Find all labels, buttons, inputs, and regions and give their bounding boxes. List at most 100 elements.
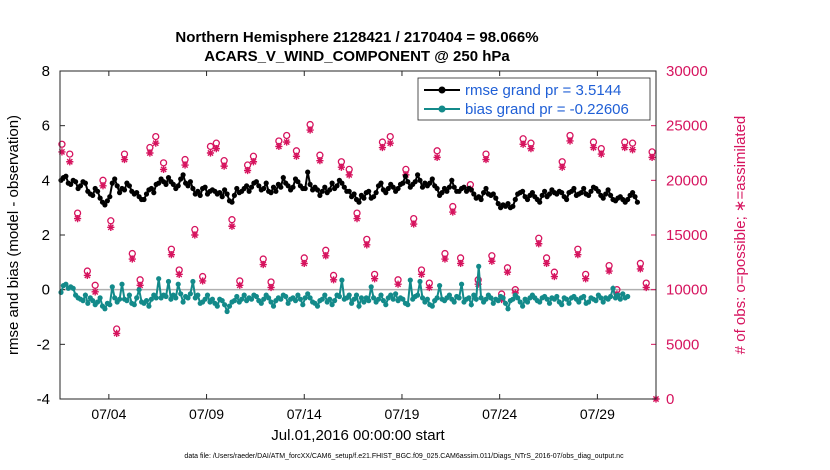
rmse-series-point [405, 179, 411, 185]
rmse-series-point [402, 173, 408, 179]
y-right-tick-label: 30000 [666, 63, 708, 80]
obs-assimilated-point [146, 149, 154, 157]
bias-series-point [175, 281, 181, 287]
rmse-series-point [151, 190, 157, 196]
rmse-series-point [302, 185, 308, 192]
bias-series-point [437, 283, 443, 289]
rmse-series-point [109, 180, 115, 186]
obs-assimilated-point [220, 162, 228, 170]
rmse-series-point [170, 181, 176, 187]
rmse-series-point [605, 187, 611, 193]
rmse-series-point [329, 180, 335, 186]
bias-series-point [124, 298, 130, 304]
rmse-series-point [202, 184, 208, 190]
rmse-series-point [490, 191, 496, 197]
obs-assimilated-point [167, 251, 175, 259]
obs-assimilated-point [503, 268, 512, 276]
bias-series-point [608, 293, 614, 300]
rmse-series-point [175, 183, 181, 189]
bias-series-point [356, 303, 362, 309]
rmse-series-point [339, 180, 345, 186]
bias-series-point [234, 293, 240, 300]
y-left-tick-label: 6 [42, 118, 50, 135]
rmse-series-point [117, 190, 123, 196]
rmse-series-point [385, 185, 391, 192]
bias-series-point [80, 298, 86, 304]
obs-assimilated-point [267, 283, 275, 292]
bias-series-point [415, 292, 421, 298]
rmse-series-point [141, 196, 147, 203]
rmse-series-point [63, 173, 69, 179]
rmse-series-point [383, 190, 389, 196]
rmse-series-point [510, 203, 516, 209]
bias-series-point [297, 296, 303, 302]
obs-assimilated-point [337, 163, 345, 171]
bias-series-point [117, 296, 123, 302]
rmse-series-point [217, 190, 223, 196]
obs-assimilated-point [433, 153, 441, 161]
legend-bias-marker [438, 105, 446, 113]
bias-series-point [107, 302, 113, 308]
bias-series-point [390, 296, 396, 302]
obs-assimilated-point [542, 259, 551, 268]
obs-possible-point [283, 131, 291, 140]
rmse-series-point [634, 199, 641, 205]
obs-assimilated-point [582, 275, 590, 283]
bias-series-point [58, 289, 64, 295]
bias-series-point [517, 299, 523, 305]
rmse-series-point [187, 179, 193, 185]
bias-series-point [586, 299, 592, 305]
rmse-series-point [244, 183, 250, 189]
rmse-series-point [190, 185, 196, 192]
obs-assimilated-point [410, 220, 418, 228]
bias-series-point [226, 303, 233, 309]
bias-series-point [424, 296, 430, 302]
obs-assimilated-point [191, 231, 199, 239]
bias-series-point [131, 302, 137, 308]
rmse-series-point [319, 188, 325, 194]
bias-series-point [546, 300, 553, 306]
bias-series-point [219, 298, 225, 304]
obs-assimilated-point [371, 275, 379, 283]
obs-possible-point [159, 159, 168, 167]
rmse-series-point [263, 180, 269, 186]
bias-series-point [85, 300, 91, 306]
rmse-series-point [295, 179, 301, 185]
bias-series-point [119, 281, 125, 287]
bias-series-point [307, 295, 313, 301]
bias-series-point [495, 298, 501, 304]
rmse-series-point [273, 188, 279, 194]
rmse-series-point [305, 169, 311, 175]
bias-series-point [417, 278, 423, 285]
obs-assimilated-point [159, 165, 168, 173]
obs-possible-point [107, 217, 115, 225]
bias-series-point [515, 295, 521, 301]
rmse-series-point [95, 188, 101, 194]
obs-assimilated-point [99, 182, 107, 190]
rmse-series-point [451, 184, 457, 190]
bias-series-point [95, 299, 101, 305]
rmse-series-point [107, 194, 113, 200]
obs-assimilated-point [283, 138, 291, 146]
bias-series-point [195, 292, 201, 298]
bias-series-point [178, 291, 184, 297]
rmse-series-point [224, 191, 230, 197]
bias-series-point [625, 293, 631, 300]
rmse-series-point [334, 183, 340, 189]
rmse-series-point [261, 185, 267, 192]
obs-assimilated-point [322, 252, 330, 260]
obs-possible-point [386, 132, 394, 141]
obs-assimilated-point [120, 155, 129, 164]
bias-series-point [292, 298, 299, 304]
rmse-series-point [395, 185, 401, 192]
bias-series-point [471, 292, 477, 298]
rmse-series-point [229, 199, 235, 205]
rmse-series-point [471, 191, 477, 197]
obs-assimilated-point [73, 215, 82, 223]
bias-series-point [446, 292, 452, 298]
rmse-series-point [493, 195, 499, 201]
bias-series-point [143, 298, 150, 304]
rmse-series-point [256, 183, 262, 189]
rmse-series-point [595, 188, 602, 194]
